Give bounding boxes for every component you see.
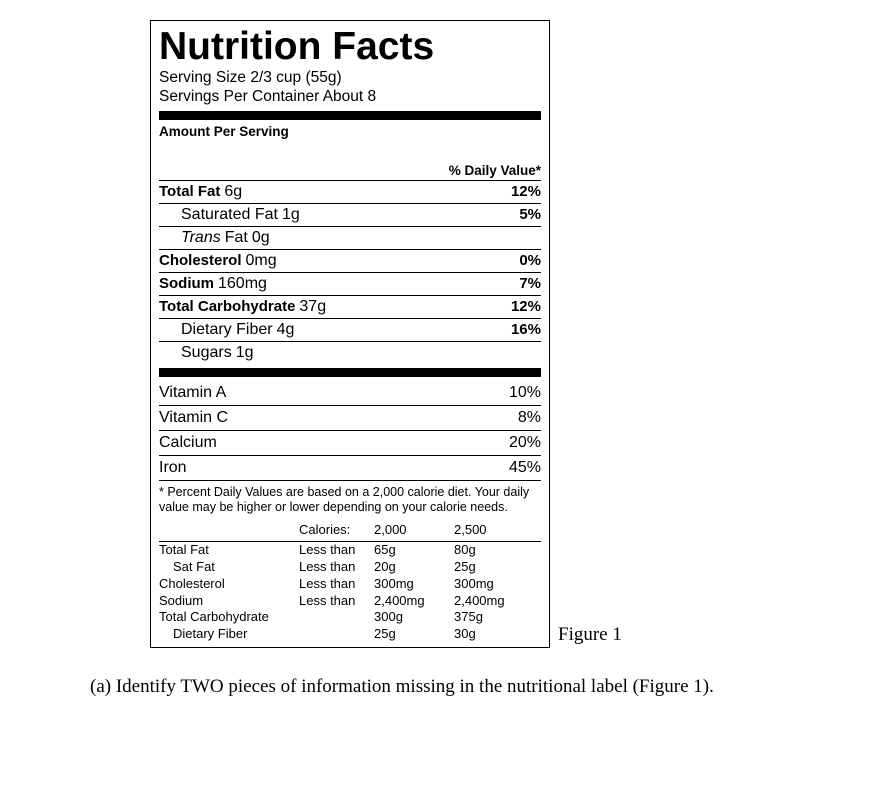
caltable-header: Calories: 2,000 2,500 xyxy=(159,522,541,542)
row-sugars: Sugars 1g xyxy=(159,342,541,364)
dv-sodium: 7% xyxy=(519,275,541,292)
caltable-cell: 30g xyxy=(454,626,534,643)
daily-value-header: % Daily Value* xyxy=(159,161,541,181)
caltable-cell: Sat Fat xyxy=(159,559,299,576)
row-fiber: Dietary Fiber 4g 16% xyxy=(159,319,541,342)
row-total-fat: Total Fat 6g 12% xyxy=(159,181,541,204)
caltable-cell: Total Fat xyxy=(159,542,299,559)
caltable-row: SodiumLess than2,400mg2,400mg xyxy=(159,593,541,610)
figure-caption: Figure 1 xyxy=(558,624,622,648)
caltable-cell: 20g xyxy=(374,559,454,576)
nutrition-facts-panel: Nutrition Facts Serving Size 2/3 cup (55… xyxy=(150,20,550,648)
caltable-cell: Less than xyxy=(299,576,374,593)
label-vitamin-c: Vitamin C xyxy=(159,409,228,427)
label-trans-suffix: Fat xyxy=(225,229,248,247)
caltable-cell: Less than xyxy=(299,542,374,559)
row-trans-fat: Trans Fat 0g xyxy=(159,227,541,250)
label-trans-italic: Trans xyxy=(181,229,221,247)
caltable-cell: Less than xyxy=(299,559,374,576)
caltable-cell: 2,400mg xyxy=(454,593,534,610)
label-fiber: Dietary Fiber xyxy=(181,321,273,339)
row-sodium: Sodium 160mg 7% xyxy=(159,273,541,296)
caltable-cell: 300g xyxy=(374,609,454,626)
dv-calcium: 20% xyxy=(509,434,541,452)
question-a: (a) Identify TWO pieces of information m… xyxy=(90,676,875,698)
caltable-cell: Total Carbohydrate xyxy=(159,609,299,626)
caltable-row: Total FatLess than65g80g xyxy=(159,542,541,559)
label-sat-fat: Saturated Fat xyxy=(181,206,278,224)
label-sodium: Sodium xyxy=(159,275,214,292)
label-sugars: Sugars xyxy=(181,344,232,362)
dv-cholesterol: 0% xyxy=(519,252,541,269)
dv-vitamin-a: 10% xyxy=(509,384,541,402)
bar-thick-2 xyxy=(159,368,541,377)
caltable-cell: 2,400mg xyxy=(374,593,454,610)
caltable-cell: 25g xyxy=(374,626,454,643)
caltable-cell: 375g xyxy=(454,609,534,626)
caltable-cell: Less than xyxy=(299,593,374,610)
caltable-row: Dietary Fiber 25g30g xyxy=(159,626,541,643)
cal-h2: Calories: xyxy=(299,522,374,539)
amt-trans-fat: 0g xyxy=(252,229,270,247)
label-vitamin-a: Vitamin A xyxy=(159,384,226,402)
bar-thick-1 xyxy=(159,111,541,120)
caltable-cell: 300mg xyxy=(374,576,454,593)
calorie-table: Calories: 2,000 2,500 Total FatLess than… xyxy=(159,522,541,643)
cal-h4: 2,500 xyxy=(454,522,534,539)
caltable-cell xyxy=(299,609,374,626)
amt-sodium: 160mg xyxy=(218,275,267,293)
serving-size: Serving Size 2/3 cup (55g) xyxy=(159,68,541,87)
caltable-cell: Sodium xyxy=(159,593,299,610)
amt-sugars: 1g xyxy=(236,344,254,362)
label-calcium: Calcium xyxy=(159,434,217,452)
label-iron: Iron xyxy=(159,459,187,477)
amt-sat-fat: 1g xyxy=(282,206,300,224)
amt-cholesterol: 0mg xyxy=(246,252,277,270)
footnote: * Percent Daily Values are based on a 2,… xyxy=(159,481,541,522)
row-vitamin-a: Vitamin A 10% xyxy=(159,381,541,406)
caltable-row: Total Carbohydrate 300g375g xyxy=(159,609,541,626)
caltable-cell: 300mg xyxy=(454,576,534,593)
dv-iron: 45% xyxy=(509,459,541,477)
amount-per-serving: Amount Per Serving xyxy=(159,124,541,139)
caltable-cell: Dietary Fiber xyxy=(159,626,299,643)
cal-h3: 2,000 xyxy=(374,522,454,539)
row-vitamin-c: Vitamin C 8% xyxy=(159,406,541,431)
dv-total-carb: 12% xyxy=(511,298,541,315)
servings-per-container: Servings Per Container About 8 xyxy=(159,87,541,106)
dv-sat-fat: 5% xyxy=(519,206,541,223)
label-cholesterol: Cholesterol xyxy=(159,252,242,269)
caltable-row: CholesterolLess than300mg300mg xyxy=(159,576,541,593)
caltable-cell xyxy=(299,626,374,643)
row-calcium: Calcium 20% xyxy=(159,431,541,456)
amt-total-fat: 6g xyxy=(224,183,242,201)
dv-total-fat: 12% xyxy=(511,183,541,200)
caltable-cell: 65g xyxy=(374,542,454,559)
row-sat-fat: Saturated Fat 1g 5% xyxy=(159,204,541,227)
dv-vitamin-c: 8% xyxy=(518,409,541,427)
label-total-carb: Total Carbohydrate xyxy=(159,298,295,315)
caltable-cell: 80g xyxy=(454,542,534,559)
amt-total-carb: 37g xyxy=(299,298,326,316)
caltable-cell: Cholesterol xyxy=(159,576,299,593)
label-total-fat: Total Fat xyxy=(159,183,220,200)
caltable-cell: 25g xyxy=(454,559,534,576)
row-total-carb: Total Carbohydrate 37g 12% xyxy=(159,296,541,319)
cal-h1 xyxy=(159,522,299,539)
amt-fiber: 4g xyxy=(277,321,295,339)
row-cholesterol: Cholesterol 0mg 0% xyxy=(159,250,541,273)
row-iron: Iron 45% xyxy=(159,456,541,481)
caltable-row: Sat FatLess than20g25g xyxy=(159,559,541,576)
dv-fiber: 16% xyxy=(511,321,541,338)
panel-title: Nutrition Facts xyxy=(159,27,541,66)
